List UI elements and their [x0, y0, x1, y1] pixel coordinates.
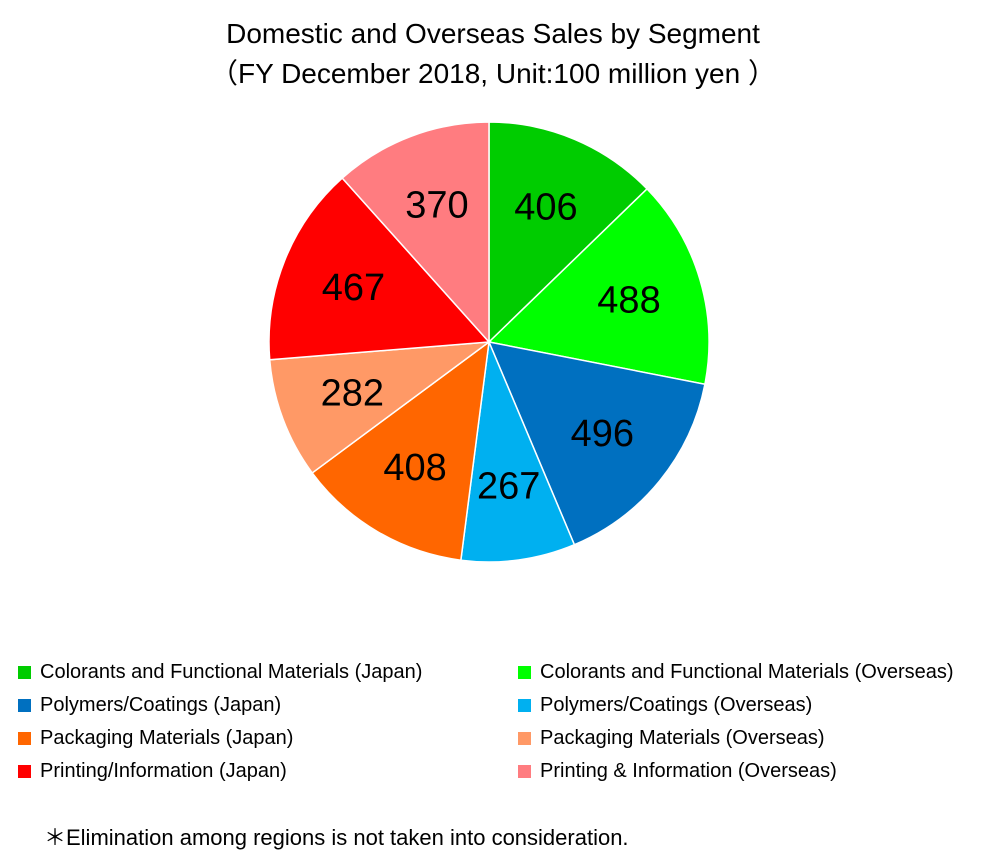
legend-item-colorants-and-functional-materials-japan: Colorants and Functional Materials (Japa… [18, 656, 518, 689]
pie-slice-printing-information-overseas [341, 121, 490, 344]
data-label-colorants-and-functional-materials-overseas: 488 [597, 280, 660, 322]
pie-slice-colorants-and-functional-materials-overseas [487, 187, 710, 386]
pie-slice-colorants-and-functional-materials-japan [488, 121, 649, 344]
legend-swatch [18, 765, 31, 778]
pie-slice-packaging-materials-overseas [268, 341, 492, 474]
legend-label: Packaging Materials (Japan) [40, 727, 294, 749]
legend-swatch [18, 732, 31, 745]
legend-item-polymers-coatings-japan: Polymers/Coatings (Japan) [18, 689, 518, 722]
chart-title: Domestic and Overseas Sales by Segment [226, 18, 760, 49]
pie-slice-packaging-materials-japan [311, 340, 490, 562]
pie-data-labels: 406 488 496 267 408 282 467 370 [321, 185, 661, 508]
legend-label: Colorants and Functional Materials (Japa… [40, 661, 423, 683]
pie-slice-polymers-coatings-japan [487, 340, 706, 546]
data-label-printing-information-overseas: 370 [405, 185, 468, 227]
legend-label: Printing/Information (Japan) [40, 760, 287, 782]
pie-chart: 406 488 496 267 408 282 467 370 [268, 121, 710, 563]
legend-swatch [518, 666, 531, 679]
legend-item-printing-information-overseas: Printing & Information (Overseas) [518, 755, 988, 788]
legend-label: Colorants and Functional Materials (Over… [540, 661, 954, 683]
legend-swatch [518, 765, 531, 778]
legend-swatch [18, 699, 31, 712]
pie-slice-printing-information-japan [268, 177, 491, 361]
legend-swatch [518, 699, 531, 712]
data-label-packaging-materials-japan: 408 [383, 447, 446, 489]
legend: Colorants and Functional Materials (Japa… [18, 656, 988, 788]
pie-slice-polymers-coatings-overseas [460, 339, 576, 563]
footnote: ＊Elimination among regions is not taken … [44, 825, 629, 850]
legend-item-printing-information-japan: Printing/Information (Japan) [18, 755, 518, 788]
legend-label: Printing & Information (Overseas) [540, 760, 837, 782]
legend-swatch [518, 732, 531, 745]
data-label-polymers-coatings-overseas: 267 [477, 466, 540, 508]
legend-label: Polymers/Coatings (Japan) [40, 694, 282, 716]
chart-title-block: Domestic and Overseas Sales by Segment （… [0, 14, 986, 94]
legend-item-colorants-and-functional-materials-overseas: Colorants and Functional Materials (Over… [518, 656, 988, 689]
data-label-polymers-coatings-japan: 496 [571, 413, 634, 455]
legend-item-packaging-materials-overseas: Packaging Materials (Overseas) [518, 722, 988, 755]
chart-subtitle: （FY December 2018, Unit:100 million yen … [210, 58, 776, 89]
pie-slices [268, 121, 710, 563]
legend-item-packaging-materials-japan: Packaging Materials (Japan) [18, 722, 518, 755]
legend-label: Polymers/Coatings (Overseas) [540, 694, 813, 716]
data-label-colorants-and-functional-materials-japan: 406 [514, 187, 577, 229]
legend-item-polymers-coatings-overseas: Polymers/Coatings (Overseas) [518, 689, 988, 722]
data-label-packaging-materials-overseas: 282 [321, 372, 384, 414]
legend-label: Packaging Materials (Overseas) [540, 727, 825, 749]
data-label-printing-information-japan: 467 [322, 267, 385, 309]
legend-swatch [18, 666, 31, 679]
